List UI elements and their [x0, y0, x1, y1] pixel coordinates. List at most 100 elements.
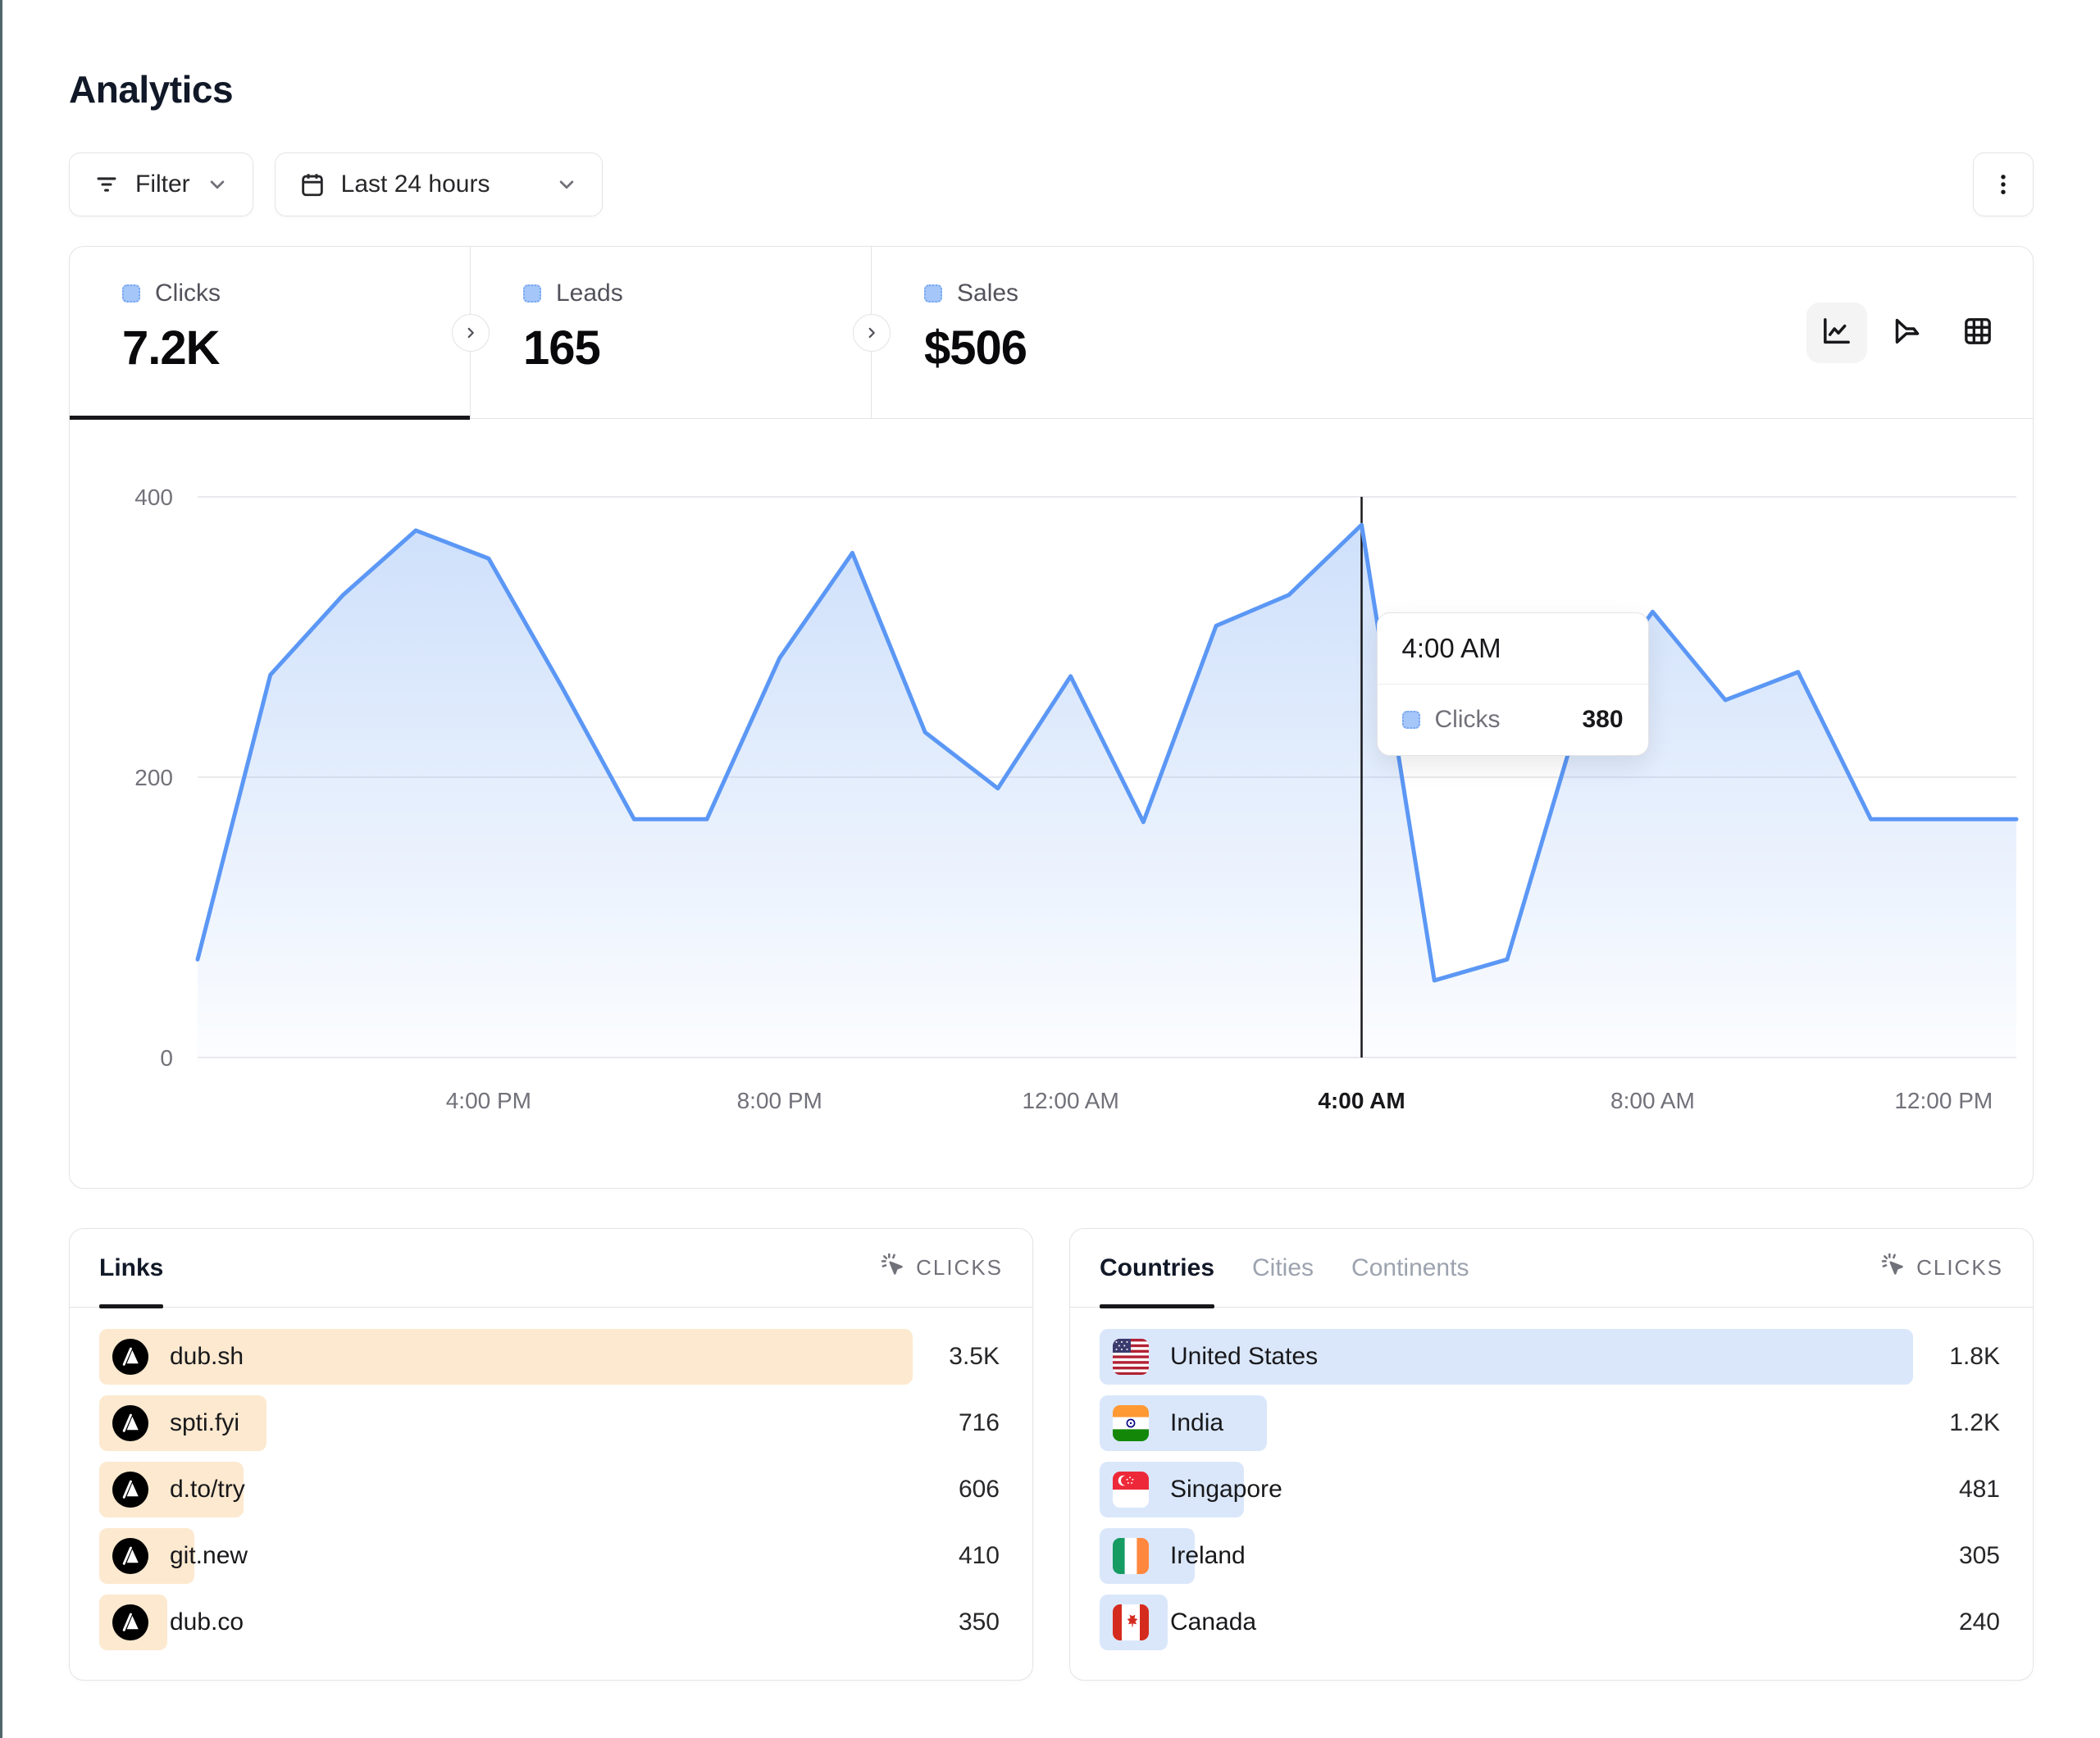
stat-legend-chip: [924, 284, 942, 303]
stat-tab-sales[interactable]: Sales $506: [872, 247, 1272, 418]
svg-text:8:00 PM: 8:00 PM: [737, 1088, 822, 1113]
locations-tab-countries[interactable]: Countries: [1100, 1229, 1215, 1308]
link-row[interactable]: spti.fyi 716: [99, 1395, 1003, 1451]
analytics-card: Clicks 7.2K Leads 165 Sales $506 0 200 400 4:00 …: [69, 246, 2034, 1189]
country-row[interactable]: India 1.2K: [1100, 1395, 2003, 1451]
link-row[interactable]: d.to/try 606: [99, 1462, 1003, 1517]
links-metric-label: CLICKS: [916, 1255, 1003, 1280]
country-clicks-value: 1.8K: [1949, 1343, 2000, 1370]
country-row[interactable]: Canada 240: [1100, 1595, 2003, 1650]
svg-text:0: 0: [160, 1045, 173, 1071]
table-grid-icon: [1961, 315, 1994, 350]
chevron-down-icon: [205, 172, 230, 197]
ca-flag-icon: [1113, 1604, 1149, 1640]
svg-text:4:00 AM: 4:00 AM: [1318, 1088, 1405, 1113]
stat-label: Sales: [957, 280, 1019, 307]
country-label: Singapore: [1170, 1476, 1282, 1503]
locations-tab-cities[interactable]: Cities: [1252, 1229, 1314, 1307]
date-range-button[interactable]: Last 24 hours: [274, 152, 603, 216]
stat-divider: [853, 247, 891, 418]
in-flag-icon: [1113, 1405, 1149, 1441]
chart-tooltip: 4:00 AM Clicks 380: [1376, 612, 1649, 756]
country-row[interactable]: Ireland 305: [1100, 1528, 2003, 1584]
stat-tab-leads[interactable]: Leads 165: [471, 247, 871, 418]
link-label: git.new: [170, 1542, 248, 1569]
table-view-button[interactable]: [1947, 303, 2008, 363]
country-label: United States: [1170, 1343, 1319, 1370]
links-panel-header: Links CLICKS: [70, 1229, 1032, 1308]
clicks-area-chart[interactable]: 0 200 400 4:00 PM 8:00 PM 12:00 AM 4:00 AM 8:00…: [70, 419, 2033, 1186]
link-clicks-value: 716: [958, 1409, 1000, 1436]
link-label: spti.fyi: [170, 1409, 240, 1436]
country-clicks-value: 1.2K: [1949, 1409, 2000, 1436]
svg-text:12:00 AM: 12:00 AM: [1022, 1088, 1118, 1113]
country-row[interactable]: Singapore 481: [1100, 1462, 2003, 1517]
countries-panel-header: Countries Cities Continents CLICKS: [1070, 1229, 2033, 1308]
toolbar: Filter Last 24 hours: [69, 152, 2034, 216]
countries-list: United States 1.8K India 1.2K Singapore 481 Ir…: [1070, 1308, 2033, 1672]
dub-logo-avatar: [112, 1339, 148, 1375]
svg-text:400: 400: [134, 485, 173, 510]
dub-logo-avatar: [112, 1472, 148, 1508]
locations-tabs: Countries Cities Continents: [1100, 1229, 1469, 1308]
expand-stat-button[interactable]: [452, 313, 490, 352]
link-label: dub.sh: [170, 1343, 244, 1370]
funnel-icon: [1891, 315, 1924, 350]
country-clicks-value: 481: [1958, 1476, 2000, 1503]
filter-lines-icon: [93, 171, 121, 198]
dub-logo-avatar: [112, 1604, 148, 1640]
stat-divider: [452, 247, 490, 418]
dub-logo-avatar: [112, 1538, 148, 1574]
line-chart-view-button[interactable]: [1806, 302, 1867, 363]
link-row[interactable]: dub.co 350: [99, 1595, 1003, 1650]
date-range-label: Last 24 hours: [340, 171, 490, 198]
stat-legend-chip: [523, 284, 541, 303]
expand-stat-button[interactable]: [853, 313, 891, 352]
link-label: dub.co: [170, 1608, 244, 1636]
link-clicks-value: 410: [958, 1542, 1000, 1569]
stat-value: 7.2K: [122, 321, 221, 375]
links-panel: Links CLICKS dub.sh 3.5K spti.fyi 716 d.to/t…: [69, 1228, 1033, 1681]
cursor-click-icon: [880, 1252, 906, 1284]
analytics-page: Analytics Filter Last 24 hours Clicks 7.2…: [69, 68, 2034, 1681]
links-metric-header[interactable]: CLICKS: [880, 1252, 1003, 1284]
link-clicks-value: 3.5K: [949, 1343, 1000, 1370]
countries-metric-label: CLICKS: [1916, 1255, 2003, 1280]
kebab-menu-icon: [1989, 171, 2017, 198]
link-row[interactable]: git.new 410: [99, 1528, 1003, 1584]
clicks-legend-chip: [1401, 711, 1420, 729]
breakdown-panels: Links CLICKS dub.sh 3.5K spti.fyi 716 d.to/t…: [69, 1228, 2034, 1681]
link-clicks-value: 606: [958, 1476, 1000, 1503]
clicks-bar: [1100, 1329, 1913, 1385]
page-title: Analytics: [69, 68, 234, 111]
funnel-view-button[interactable]: [1877, 303, 1938, 363]
countries-metric-header[interactable]: CLICKS: [1880, 1252, 2003, 1284]
area-chart-svg: 0 200 400 4:00 PM 8:00 PM 12:00 AM 4:00 AM 8:00…: [134, 485, 2019, 1113]
chart-view-toggles: [1806, 247, 2033, 418]
dub-logo-avatar: [112, 1405, 148, 1441]
tab-label: Links: [99, 1253, 164, 1281]
locations-tab-continents[interactable]: Continents: [1351, 1229, 1469, 1307]
line-chart-icon: [1820, 315, 1853, 350]
country-label: Canada: [1170, 1608, 1257, 1636]
country-label: India: [1170, 1409, 1224, 1436]
stat-header: Leads: [523, 280, 871, 307]
tooltip-series-label: Clicks: [1434, 706, 1501, 733]
sg-flag-icon: [1113, 1472, 1149, 1508]
svg-text:8:00 AM: 8:00 AM: [1610, 1088, 1695, 1113]
link-label: d.to/try: [170, 1476, 245, 1503]
country-clicks-value: 240: [1958, 1608, 2000, 1636]
link-row[interactable]: dub.sh 3.5K: [99, 1329, 1003, 1385]
tooltip-value: 380: [1582, 706, 1624, 733]
stat-header: Sales: [924, 280, 1272, 307]
more-options-button[interactable]: [1973, 152, 2034, 216]
country-row[interactable]: United States 1.8K: [1100, 1329, 2003, 1385]
links-tab-links[interactable]: Links: [99, 1229, 164, 1308]
filter-button[interactable]: Filter: [69, 152, 253, 216]
tooltip-series-row: Clicks 380: [1378, 685, 1648, 755]
us-flag-icon: [1113, 1339, 1149, 1375]
window-edge: [0, 0, 2, 1738]
calendar-icon: [298, 171, 326, 198]
stat-tab-clicks[interactable]: Clicks 7.2K: [70, 247, 470, 420]
clicks-bar: [99, 1329, 913, 1385]
